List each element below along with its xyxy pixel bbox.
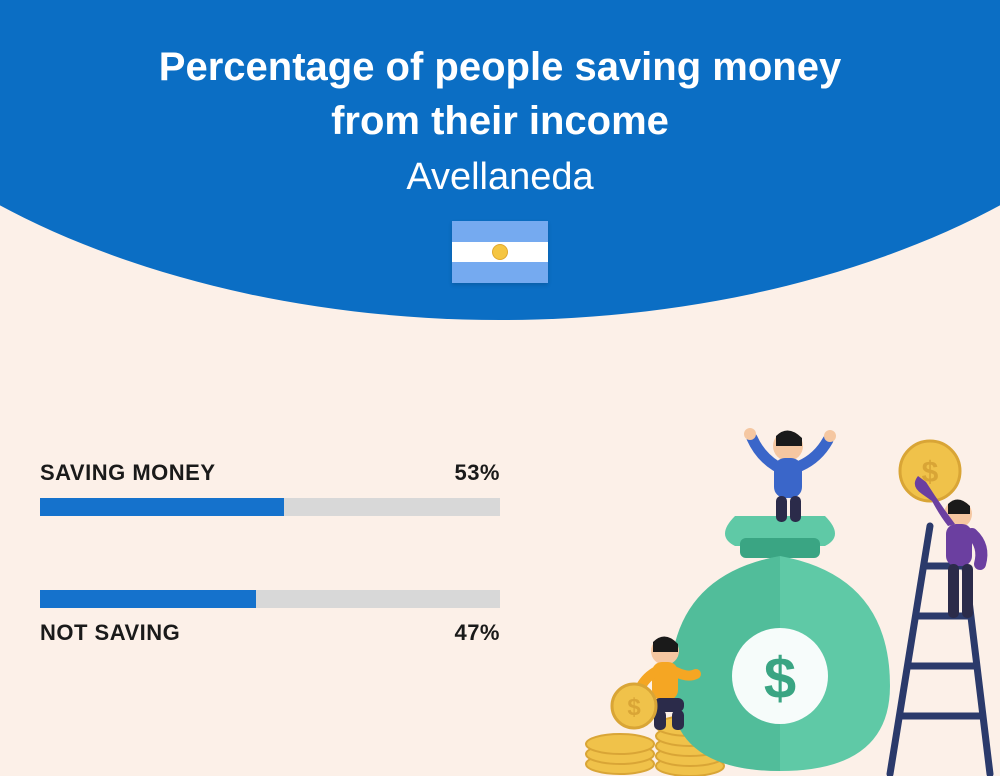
svg-text:$: $ <box>764 646 796 711</box>
bar-saving-money: SAVING MONEY 53% <box>40 460 500 516</box>
savings-illustration: $ $ <box>560 416 1000 776</box>
subtitle: Avellaneda <box>0 156 1000 199</box>
person-ladder-icon: $ <box>900 441 981 618</box>
bar-label: NOT SAVING <box>40 620 180 646</box>
bar-value: 47% <box>454 620 500 646</box>
bar-fill <box>40 498 284 516</box>
bar-value: 53% <box>454 460 500 486</box>
bar-track <box>40 590 500 608</box>
flag-icon <box>452 221 548 283</box>
money-bag-icon: $ <box>670 516 890 771</box>
header: Percentage of people saving money from t… <box>0 40 1000 283</box>
bars-area: SAVING MONEY 53% NOT SAVING 47% <box>40 460 500 720</box>
title-line1: Percentage of people saving money <box>0 40 1000 94</box>
bar-label: SAVING MONEY <box>40 460 216 486</box>
svg-text:$: $ <box>627 694 641 721</box>
bar-not-saving: NOT SAVING 47% <box>40 590 500 646</box>
bar-track <box>40 498 500 516</box>
bar-fill <box>40 590 256 608</box>
person-top-icon <box>744 428 836 522</box>
title-line2: from their income <box>0 94 1000 148</box>
